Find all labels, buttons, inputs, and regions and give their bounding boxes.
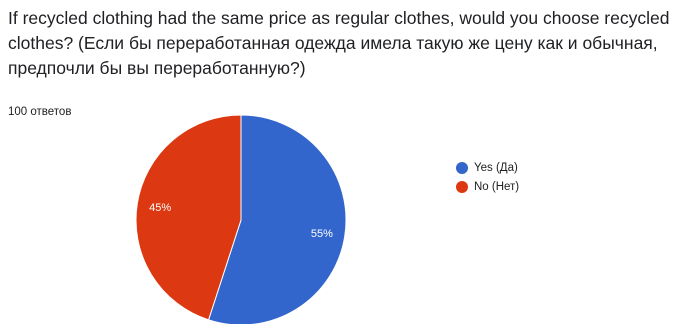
legend-item-no: No (Нет): [456, 177, 519, 196]
pie-label-no: 45%: [149, 202, 171, 214]
response-count: 100 ответов: [8, 106, 72, 118]
chart-legend: Yes (Да) No (Нет): [456, 158, 519, 196]
question-title: If recycled clothing had the same price …: [8, 8, 670, 78]
legend-swatch-yes: [456, 161, 468, 174]
pie-slice-no: [135, 114, 242, 321]
legend-swatch-no: [456, 180, 468, 193]
legend-item-yes: Yes (Да): [456, 158, 519, 177]
legend-label-yes: Yes (Да): [474, 161, 518, 174]
legend-label-no: No (Нет): [474, 180, 520, 193]
pie-label-yes: 55%: [311, 228, 333, 240]
